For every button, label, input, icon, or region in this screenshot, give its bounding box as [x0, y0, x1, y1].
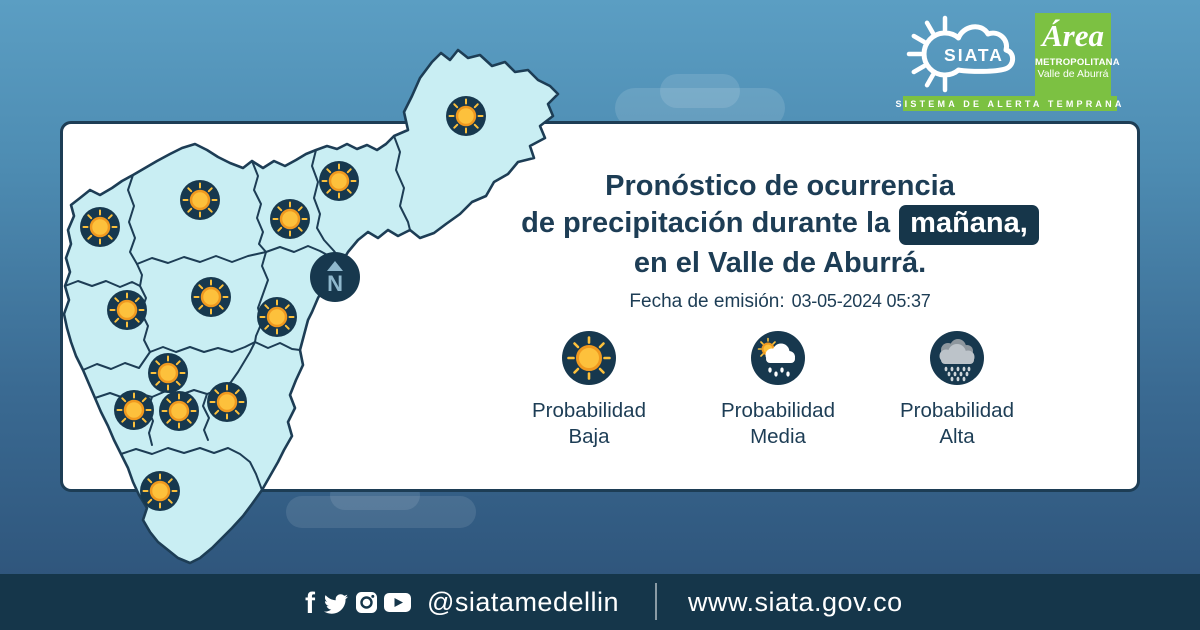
youtube-icon: [384, 593, 411, 612]
title-line-2: de precipitación durante la mañana,: [450, 205, 1110, 245]
instagram-icon: [356, 592, 377, 613]
area-script-text: Área: [1042, 18, 1104, 53]
legend-item-media: Probabilidad Media: [688, 330, 868, 450]
title-line-1: Pronóstico de ocurrencia: [605, 170, 955, 202]
rain-cloud-icon: [929, 330, 985, 386]
area-metropolitana-logo: Área METROPOLITANA Valle de Aburrá: [1035, 13, 1120, 96]
footer-bar: [0, 574, 1200, 630]
tagline-text: SISTEMA DE ALERTA TEMPRANA: [895, 98, 1125, 109]
social-handle: @siatamedellin: [427, 587, 619, 617]
legend-item-alta: Probabilidad Alta: [867, 330, 1047, 450]
emission-label: Fecha de emisión:: [629, 291, 785, 312]
facebook-icon: f: [305, 589, 316, 617]
svg-text:SIATA: SIATA: [944, 45, 1004, 65]
sun-cloud-rain-icon: [750, 330, 806, 386]
twitter-icon: [324, 594, 349, 614]
cloud-decoration: [660, 74, 740, 108]
legend-label: Probabilidad Alta: [900, 399, 1014, 448]
title-block: Pronóstico de ocurrencia de precipitació…: [450, 168, 1110, 313]
title-line-3: en el Valle de Aburrá.: [633, 247, 927, 279]
website-url: www.siata.gov.co: [688, 587, 903, 617]
legend-label: Probabilidad Baja: [532, 399, 646, 448]
emission-value: 03-05-2024 05:37: [791, 291, 931, 311]
siata-tagline-bar: SISTEMA DE ALERTA TEMPRANA: [895, 96, 1121, 111]
social-icons: f: [303, 587, 421, 622]
legend-item-baja: Probabilidad Baja: [499, 330, 679, 450]
legend-label: Probabilidad Media: [721, 399, 835, 448]
footer-divider: [655, 583, 657, 620]
sun-icon: [561, 330, 617, 386]
highlight-manana: mañana,: [899, 205, 1039, 245]
emission-date: Fecha de emisión: 03-05-2024 05:37: [450, 291, 1110, 313]
siata-logo: SIATA: [906, 15, 1016, 93]
